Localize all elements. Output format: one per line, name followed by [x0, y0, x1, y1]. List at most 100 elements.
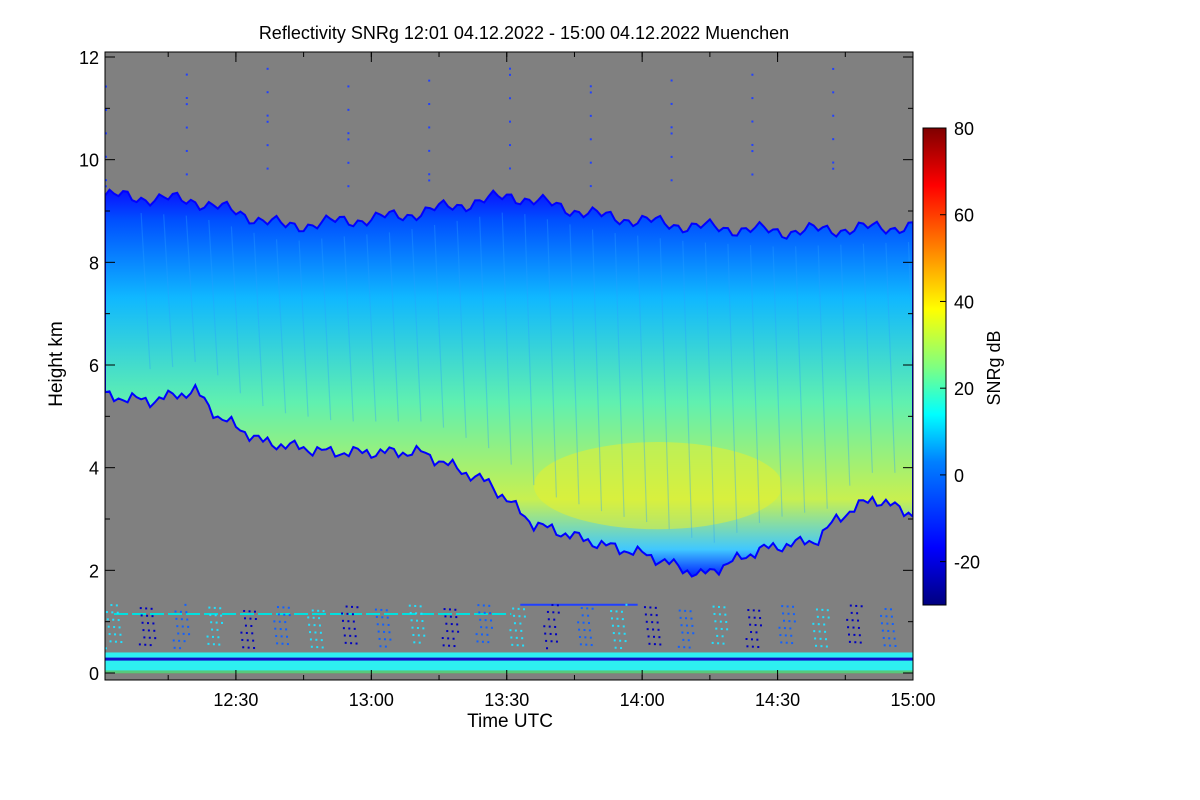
noise-speckle — [308, 623, 311, 626]
noise-speckle — [509, 144, 511, 147]
noise-speckle — [677, 645, 680, 648]
noise-speckle — [481, 633, 484, 636]
noise-speckle — [651, 621, 654, 624]
noise-speckle — [379, 645, 382, 648]
noise-speckle — [511, 643, 514, 646]
noise-speckle — [184, 603, 187, 606]
noise-speckle — [105, 85, 107, 88]
noise-speckle — [522, 644, 525, 647]
noise-speckle — [678, 609, 681, 612]
noise-speckle — [588, 629, 591, 632]
colorbar-tick-label: 80 — [954, 119, 974, 139]
noise-speckle — [279, 628, 282, 631]
noise-speckle — [221, 621, 224, 624]
noise-speckle — [553, 618, 556, 621]
noise-speckle — [582, 621, 585, 624]
noise-speckle — [211, 635, 214, 638]
noise-speckle — [509, 120, 511, 123]
noise-speckle — [115, 604, 118, 607]
noise-speckle — [591, 607, 594, 610]
noise-speckle — [887, 629, 890, 632]
noise-speckle — [715, 627, 718, 630]
noise-speckle — [646, 628, 649, 631]
noise-speckle — [889, 644, 892, 647]
noise-speckle — [285, 628, 288, 631]
noise-speckle — [782, 619, 785, 622]
noise-speckle — [509, 629, 512, 632]
colorbar-tick-label: 60 — [954, 206, 974, 226]
noise-speckle — [643, 606, 646, 609]
noise-speckle — [254, 618, 257, 621]
noise-speckle — [847, 633, 850, 636]
noise-speckle — [589, 114, 592, 117]
noise-speckle — [691, 624, 694, 627]
fall-streak — [569, 224, 580, 505]
noise-speckle — [383, 638, 386, 641]
noise-speckle — [884, 607, 887, 610]
noise-speckle — [451, 630, 454, 633]
noise-speckle — [787, 612, 790, 615]
noise-speckle — [173, 646, 176, 649]
noise-speckle — [109, 640, 112, 643]
noise-speckle — [853, 633, 856, 636]
noise-speckle — [356, 606, 359, 609]
fall-streak — [682, 240, 693, 538]
noise-speckle — [611, 624, 614, 627]
fall-streak — [840, 244, 851, 486]
noise-speckle — [423, 634, 426, 637]
noise-speckle — [347, 132, 350, 135]
noise-speckle — [341, 619, 344, 622]
fall-streak — [817, 245, 828, 509]
noise-speckle — [692, 632, 695, 635]
noise-speckle — [746, 645, 749, 648]
fall-streak — [185, 215, 196, 362]
noise-speckle — [185, 149, 188, 152]
noise-speckle — [309, 638, 312, 641]
y-tick-label: 12 — [79, 48, 99, 68]
noise-speckle — [277, 613, 280, 616]
noise-speckle — [421, 620, 424, 623]
noise-speckle — [785, 641, 788, 644]
noise-speckle — [490, 619, 493, 622]
noise-speckle — [752, 609, 755, 612]
noise-speckle — [510, 636, 513, 639]
noise-speckle — [818, 630, 821, 633]
noise-speckle — [477, 604, 480, 607]
noise-speckle — [376, 623, 379, 626]
noise-speckle — [881, 629, 884, 632]
noise-speckle — [824, 638, 827, 641]
noise-speckle — [141, 621, 144, 624]
noise-speckle — [854, 641, 857, 644]
noise-speckle — [274, 627, 277, 630]
noise-speckle — [832, 167, 835, 170]
noise-speckle — [313, 624, 316, 627]
noise-speckle — [622, 625, 625, 628]
noise-speckle — [546, 647, 549, 650]
noise-speckle — [610, 610, 613, 613]
noise-speckle — [714, 620, 717, 623]
noise-speckle — [682, 638, 685, 641]
noise-speckle — [613, 639, 616, 642]
colorbar-tick-label: -20 — [954, 553, 980, 573]
noise-speckle — [578, 628, 581, 631]
noise-speckle — [512, 607, 515, 610]
noise-speckle — [246, 639, 249, 642]
fall-streak — [140, 213, 151, 370]
noise-speckle — [815, 608, 818, 611]
noise-speckle — [590, 644, 593, 647]
noise-speckle — [210, 621, 213, 624]
noise-speckle — [483, 611, 486, 614]
plot-frame — [104, 51, 914, 681]
noise-speckle — [892, 630, 895, 633]
noise-speckle — [655, 614, 658, 617]
noise-speckle — [428, 79, 431, 82]
noise-speckle — [113, 626, 116, 629]
noise-speckle — [789, 627, 792, 630]
noise-speckle — [209, 613, 212, 616]
fall-streak — [659, 238, 670, 530]
clutter-ground-line — [105, 670, 913, 674]
noise-speckle — [349, 634, 352, 637]
noise-speckle — [555, 640, 558, 643]
fall-streak — [637, 235, 648, 523]
noise-speckle — [523, 615, 526, 618]
